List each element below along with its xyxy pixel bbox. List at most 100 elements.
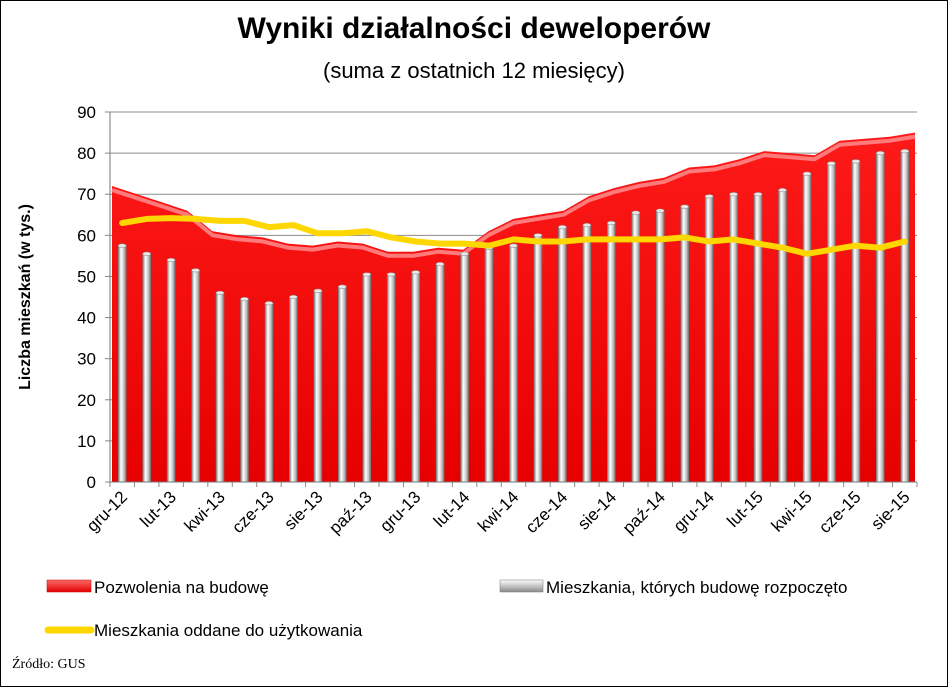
bar-cap <box>729 192 738 197</box>
bar <box>582 224 592 483</box>
bar <box>533 235 543 483</box>
bar-cap <box>362 272 372 277</box>
area-highlight <box>111 134 916 258</box>
bar-cap <box>435 262 445 267</box>
bar-cap <box>655 208 665 213</box>
bar <box>851 161 861 483</box>
bar <box>655 210 665 483</box>
y-tick-label: 30 <box>77 350 96 369</box>
bar-cap <box>289 294 298 300</box>
bar <box>900 150 910 483</box>
bar-cap <box>607 220 616 226</box>
bar-cap <box>191 268 200 273</box>
bar <box>460 253 469 483</box>
bar-cap <box>166 257 176 263</box>
bar-cap <box>827 161 836 166</box>
bar <box>435 263 445 483</box>
bar-cap <box>386 272 396 277</box>
bar-cap <box>460 251 469 256</box>
bar-cap <box>338 284 347 289</box>
bar-cap <box>117 243 127 248</box>
x-tick-label: sie-15 <box>867 487 913 533</box>
x-tick-label: lut-14 <box>430 487 474 531</box>
bar <box>607 222 616 483</box>
bar-cap <box>240 297 249 302</box>
line-series <box>119 215 908 257</box>
bar-cap <box>802 171 812 176</box>
x-tick-label: lut-15 <box>723 487 767 531</box>
bar-cap <box>778 188 787 193</box>
bar-cap <box>900 149 910 154</box>
y-tick-label: 80 <box>77 144 96 163</box>
x-tick-label: paź-14 <box>619 487 669 537</box>
legend-label-oddane: Mieszkania oddane do użytkowania <box>94 621 363 640</box>
y-tick-label: 90 <box>77 103 96 122</box>
bar <box>215 292 225 483</box>
source-note: Źródło: GUS <box>12 657 86 672</box>
bar <box>509 245 518 483</box>
bar-cap <box>876 151 885 156</box>
bar <box>289 296 298 483</box>
bar-cap <box>680 204 689 209</box>
y-tick-label: 20 <box>77 391 96 410</box>
chart-title: Wyniki działalności deweloperów <box>237 12 711 45</box>
bar <box>117 245 127 483</box>
bar-cap <box>533 233 543 238</box>
x-tick-label: gru-13 <box>376 487 424 535</box>
x-tick-label: paź-13 <box>325 487 375 537</box>
bar-cap <box>142 251 151 256</box>
legend-label-pozwolenia: Pozwolenia na budowę <box>94 578 269 597</box>
y-tick-label: 60 <box>77 226 96 245</box>
x-tick-label: kwi-14 <box>474 487 522 535</box>
bar <box>386 274 396 483</box>
bar <box>338 286 347 483</box>
bar-cap <box>558 225 567 230</box>
x-tick-label: kwi-13 <box>181 487 229 535</box>
bar-cap <box>851 159 861 164</box>
bar-cap <box>631 210 641 215</box>
bar <box>753 193 763 483</box>
x-tick-label: sie-13 <box>281 487 327 533</box>
bar <box>680 206 689 483</box>
x-tick-label: sie-14 <box>574 487 620 533</box>
y-axis-label: Liczba mieszkań (w tys.) <box>17 204 34 390</box>
x-tick-label: cze-15 <box>815 487 865 537</box>
y-tick-label: 70 <box>77 185 96 204</box>
bar <box>142 253 151 483</box>
x-tick-label: gru-12 <box>83 487 131 535</box>
bar <box>778 189 787 483</box>
bar-cap <box>582 223 592 228</box>
y-tick-label: 40 <box>77 309 96 328</box>
chart-subtitle: (suma z ostatnich 12 miesięcy) <box>323 58 625 83</box>
bar <box>631 212 641 483</box>
y-tick-label: 10 <box>77 432 96 451</box>
bar-cap <box>704 194 714 199</box>
bar <box>191 270 200 483</box>
bar <box>313 290 323 483</box>
bar-cap <box>753 192 763 197</box>
bar <box>166 259 176 483</box>
y-tick-label: 50 <box>77 267 96 286</box>
legend: Pozwolenia na budowę Mieszkania, których … <box>44 578 847 640</box>
bar-cap <box>264 301 274 306</box>
x-tick-label: lut-13 <box>136 487 180 531</box>
line-oddane <box>119 215 908 257</box>
bar <box>362 274 372 483</box>
bar-cap <box>215 290 225 295</box>
bar <box>558 226 567 483</box>
bar-cap <box>509 243 518 248</box>
bar <box>484 247 494 483</box>
legend-label-rozpoczete: Mieszkania, których budowę rozpoczęto <box>546 578 847 597</box>
bar <box>802 173 812 483</box>
bar-cap <box>313 288 323 293</box>
bar <box>264 302 274 483</box>
x-tick-label: cze-13 <box>228 487 278 537</box>
bar <box>876 152 885 483</box>
x-tick-label: kwi-15 <box>768 487 816 535</box>
legend-swatch-pozwolenia <box>46 579 92 593</box>
bar <box>827 163 836 483</box>
bar-series <box>117 149 910 483</box>
x-tick-label: gru-14 <box>670 487 718 535</box>
x-tick-label: cze-14 <box>522 487 572 537</box>
